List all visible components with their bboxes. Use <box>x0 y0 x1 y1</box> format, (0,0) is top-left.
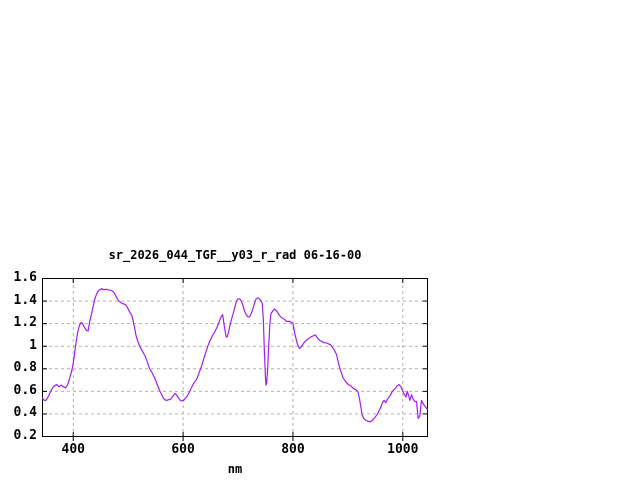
y-tick-label: 0.4 <box>13 405 37 421</box>
y-tick-label: 0.6 <box>13 382 37 398</box>
y-tick-label: 0.2 <box>13 428 37 443</box>
y-tick-label: 0.8 <box>13 360 37 376</box>
y-tick-label: 1.4 <box>13 292 37 308</box>
spectrum-line <box>41 288 429 423</box>
x-tick-label: 400 <box>61 442 85 457</box>
chart-title: sr_2026_044_TGF__y03_r_rad 06-16-00 <box>108 248 362 262</box>
y-tick-label: 1.2 <box>13 315 37 331</box>
plot-border <box>42 278 428 437</box>
plot-svg <box>41 278 429 441</box>
x-tick-label: 800 <box>281 442 305 457</box>
y-tick-label: 1.6 <box>13 270 37 285</box>
y-tick-label: 1 <box>29 337 37 353</box>
x-tick-label: 1000 <box>387 442 419 457</box>
x-axis-label: nm <box>227 462 243 476</box>
x-tick-label: 600 <box>171 442 195 457</box>
